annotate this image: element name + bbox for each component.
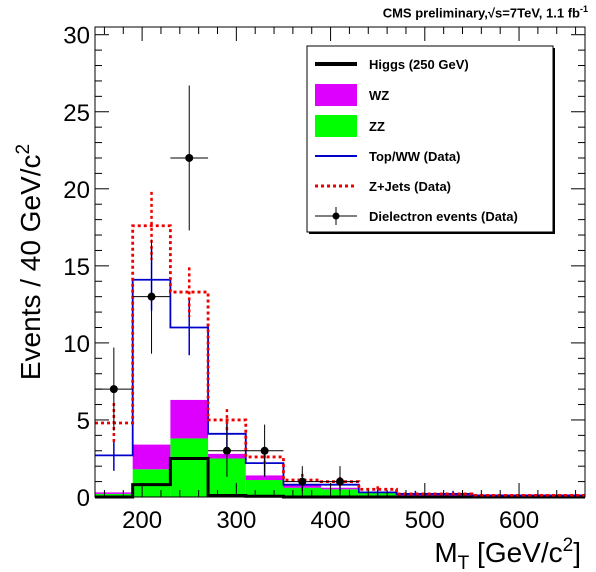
header-energy-lumi: √s=7TeV, 1.1 fb [487,5,580,21]
data-point [185,153,194,162]
legend-label: Z+Jets (Data) [369,179,451,194]
y-tick-label: 30 [63,23,90,50]
bar-zz [245,480,284,497]
x-axis-label-sup: 2 [563,535,574,556]
y-tick-label: 0 [77,485,90,512]
legend-swatch-wz [315,84,357,106]
data-point [298,477,307,486]
x-tick-label: 600 [499,507,539,534]
x-tick-label: 200 [122,507,162,534]
data-point [336,477,344,486]
y-axis-label-main: Events / 40 GeV/c [15,154,46,380]
x-axis-label-sub: T [458,553,470,572]
zjets-line [95,224,585,497]
legend-box [306,45,554,233]
legend-label: Dielectron events (Data) [369,209,518,224]
x-tick-label: 300 [216,507,256,534]
legend-label: Top/WW (Data) [369,149,460,164]
bar-wz [170,399,209,439]
plot-frame [94,26,586,498]
x-axis-label: MT [GeV/c2] [434,535,581,572]
data-point [260,446,269,455]
bar-zz [170,438,209,497]
legend-swatch-data-point [332,212,340,220]
data-points-layer [95,85,359,497]
x-axis-label-rest: [GeV/c [469,537,562,568]
x-axis-label-end: ] [573,537,581,568]
y-tick-label: 15 [63,254,90,281]
chart-header: CMS preliminary,√s=7TeV, 1.1 fb-1 [383,4,588,20]
data-point [147,292,156,301]
bar-wz [132,444,171,470]
legend-label: Higgs (250 GeV) [369,57,469,72]
y-axis-label-sup: 2 [13,144,34,155]
y-tick-label: 25 [63,100,90,127]
header-lumi-exponent: -1 [579,4,588,14]
y-tick-label: 5 [77,408,90,435]
x-axis-label-main: M [434,537,457,568]
y-tick-label: 10 [63,331,90,358]
legend-swatch-zz [315,115,357,137]
bar-zz [95,493,133,497]
x-tick-label: 400 [311,507,351,534]
bar-zz [132,469,171,497]
bar-wz [245,475,284,481]
legend-label: ZZ [369,119,385,134]
bar-wz [95,492,133,494]
y-tick-label: 20 [63,177,90,204]
header-prefix: CMS preliminary, [382,5,488,21]
x-tick-label: 500 [405,507,445,534]
data-point [222,446,231,455]
y-axis-label: Events / 40 GeV/c2 [13,144,46,380]
data-point [109,385,118,394]
legend-label: WZ [369,88,389,103]
legend: Higgs (250 GeV) WZ ZZ Top/WW (Data) Z+Jets (… [306,45,555,234]
